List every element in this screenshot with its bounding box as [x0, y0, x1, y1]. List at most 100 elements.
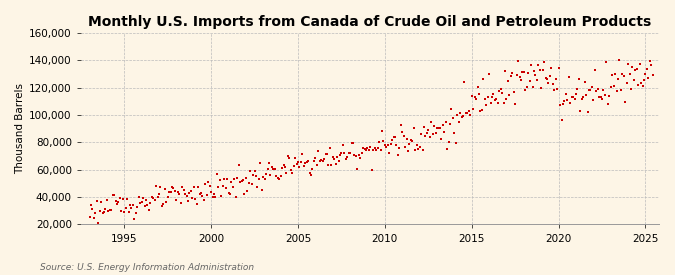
Point: [545, 74, 556, 78]
Point: [267, 165, 277, 170]
Point: [485, 101, 496, 105]
Point: [209, 192, 219, 197]
Point: [355, 155, 366, 160]
Point: [550, 76, 561, 81]
Point: [184, 191, 195, 195]
Point: [95, 209, 105, 214]
Point: [449, 130, 460, 135]
Point: [88, 216, 99, 221]
Point: [316, 158, 327, 162]
Point: [129, 216, 140, 221]
Point: [106, 207, 117, 212]
Point: [429, 124, 439, 128]
Point: [197, 194, 208, 199]
Point: [125, 202, 136, 207]
Point: [313, 149, 324, 154]
Point: [317, 159, 328, 163]
Point: [477, 108, 487, 112]
Point: [171, 198, 182, 203]
Point: [378, 139, 389, 143]
Point: [396, 123, 406, 128]
Point: [435, 125, 446, 130]
Point: [454, 120, 464, 124]
Point: [574, 77, 585, 82]
Point: [172, 189, 183, 194]
Point: [529, 68, 539, 73]
Point: [262, 167, 273, 171]
Point: [255, 161, 266, 165]
Point: [456, 114, 467, 119]
Point: [382, 143, 393, 147]
Point: [369, 146, 380, 150]
Point: [359, 147, 370, 151]
Point: [484, 72, 495, 76]
Point: [500, 69, 510, 73]
Point: [407, 139, 418, 143]
Point: [358, 145, 369, 150]
Point: [585, 88, 596, 92]
Point: [400, 145, 410, 149]
Point: [501, 97, 512, 101]
Point: [610, 72, 620, 76]
Point: [536, 86, 547, 90]
Point: [232, 176, 242, 180]
Point: [315, 159, 325, 164]
Title: Monthly U.S. Imports from Canada of Crude Oil and Petroleum Products: Monthly U.S. Imports from Canada of Crud…: [88, 15, 652, 29]
Point: [497, 90, 508, 95]
Point: [99, 210, 109, 214]
Point: [489, 98, 500, 102]
Point: [235, 180, 246, 185]
Point: [306, 173, 317, 178]
Point: [555, 103, 566, 108]
Point: [239, 191, 250, 196]
Point: [506, 74, 516, 78]
Point: [158, 202, 169, 206]
Point: [264, 161, 275, 165]
Point: [188, 185, 199, 189]
Point: [287, 171, 298, 175]
Point: [541, 77, 552, 81]
Point: [90, 211, 101, 215]
Point: [192, 185, 203, 189]
Point: [326, 163, 337, 167]
Point: [460, 111, 471, 116]
Point: [296, 160, 306, 164]
Point: [421, 131, 432, 135]
Point: [320, 152, 331, 156]
Point: [105, 208, 115, 212]
Point: [339, 150, 350, 155]
Point: [605, 85, 616, 89]
Point: [205, 184, 215, 188]
Point: [109, 192, 119, 197]
Point: [381, 144, 392, 149]
Point: [488, 92, 499, 96]
Point: [288, 164, 299, 168]
Point: [146, 195, 157, 199]
Point: [215, 178, 225, 182]
Point: [599, 93, 610, 97]
Point: [362, 146, 373, 150]
Point: [225, 192, 236, 196]
Point: [375, 148, 386, 152]
Point: [330, 162, 341, 166]
Point: [234, 163, 244, 167]
Point: [308, 158, 319, 163]
Point: [107, 192, 118, 197]
Point: [634, 62, 645, 66]
Point: [271, 174, 281, 178]
Point: [494, 89, 505, 93]
Point: [508, 90, 519, 95]
Point: [478, 76, 489, 81]
Point: [417, 148, 428, 152]
Point: [613, 77, 624, 82]
Point: [459, 80, 470, 85]
Point: [365, 145, 376, 149]
Point: [502, 79, 513, 83]
Point: [551, 87, 562, 92]
Point: [589, 67, 600, 72]
Point: [275, 174, 286, 178]
Point: [379, 143, 390, 147]
Point: [246, 182, 257, 186]
Point: [191, 202, 202, 207]
Point: [516, 78, 526, 82]
